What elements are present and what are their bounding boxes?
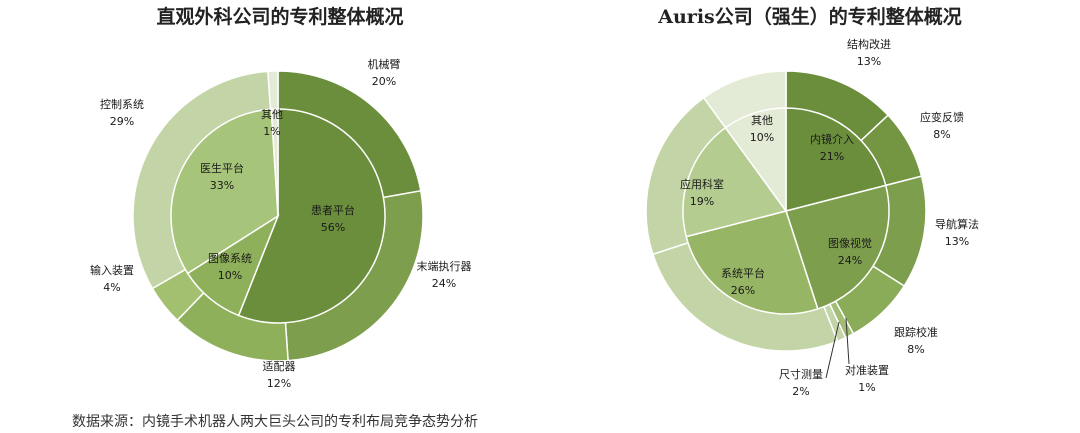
- auris-outer-1-label: 应变反馈: [920, 110, 964, 124]
- auris-inner-0-label: 内镜介入: [810, 132, 854, 146]
- auris-inner-2-label: 系统平台: [721, 266, 765, 280]
- auris-inner-2-value: 26%: [731, 284, 755, 297]
- intuitive-outer-2-value: 12%: [267, 377, 291, 390]
- auris-inner-slice-0: [785, 107, 887, 212]
- auris-inner-3-label: 应用科室: [680, 177, 724, 191]
- auris-callout-0-label: 尺寸测量: [779, 367, 823, 381]
- intuitive-inner-1-value: 10%: [218, 269, 242, 282]
- intuitive-outer-3-value: 4%: [103, 281, 120, 294]
- intuitive-outer-0-label: 机械臂: [368, 57, 401, 71]
- auris-outer-3-value: 8%: [907, 343, 924, 356]
- intuitive-inner-slice-2: [170, 108, 279, 275]
- auris-inner-slice-4: [724, 107, 787, 214]
- intuitive-outer-4-value: 29%: [110, 115, 134, 128]
- auris-inner-slice-1: [785, 184, 890, 310]
- intuitive-inner-slice-0: [237, 108, 386, 324]
- intuitive-inner-0-label: 患者平台: [311, 203, 355, 217]
- intuitive-inner-3-label: 其他: [261, 108, 283, 121]
- intuitive-inner-1-label: 图像系统: [208, 252, 252, 265]
- intuitive-inner-2-value: 33%: [210, 179, 234, 192]
- auris-inner-1-value: 24%: [838, 254, 862, 267]
- auris-outer-2-label: 导航算法: [935, 217, 979, 231]
- auris-callout-0-value: 2%: [792, 385, 809, 398]
- auris-callout-1-label: 对准装置: [845, 363, 889, 377]
- auris-outer-0-label: 结构改进: [847, 37, 891, 51]
- source-footnote: 数据来源：内镜手术机器人两大巨头公司的专利布局竞争态势分析: [72, 414, 478, 430]
- callout-leader-line: [825, 321, 840, 379]
- intuitive-inner-2-label: 医生平台: [200, 161, 244, 175]
- auris-outer-2-value: 13%: [945, 235, 969, 248]
- intuitive-outer-2-label: 适配器: [263, 360, 296, 373]
- auris-inner-0-value: 21%: [820, 150, 844, 163]
- callout-leader-line: [845, 317, 850, 365]
- intuitive-inner-slice-3: [270, 108, 279, 217]
- intuitive-outer-0-value: 20%: [372, 75, 396, 88]
- auris-callout-1-value: 1%: [858, 381, 875, 394]
- auris-outer-3-label: 跟踪校准: [894, 325, 938, 339]
- auris-inner-slice-3: [682, 126, 788, 238]
- auris-inner-slice-2: [685, 210, 819, 315]
- intuitive-outer-3-label: 输入装置: [90, 263, 134, 277]
- chart-title-auris: Auris公司（强生）的专利整体概况: [658, 6, 962, 28]
- auris-inner-4-label: 其他: [751, 114, 773, 127]
- intuitive-outer-1-label: 末端执行器: [417, 259, 472, 273]
- auris-inner-4-value: 10%: [750, 131, 774, 144]
- intuitive-outer-1-value: 24%: [432, 277, 456, 290]
- intuitive-outer-4-label: 控制系统: [100, 97, 144, 111]
- auris-inner-1-label: 图像视觉: [828, 236, 872, 250]
- intuitive-inner-3-value: 1%: [263, 125, 280, 138]
- auris-outer-0-value: 13%: [857, 55, 881, 68]
- auris-outer-1-value: 8%: [933, 128, 950, 141]
- chart-title-intuitive: 直观外科公司的专利整体概况: [156, 6, 404, 28]
- auris-inner-3-value: 19%: [690, 195, 714, 208]
- intuitive-inner-0-value: 56%: [321, 221, 345, 234]
